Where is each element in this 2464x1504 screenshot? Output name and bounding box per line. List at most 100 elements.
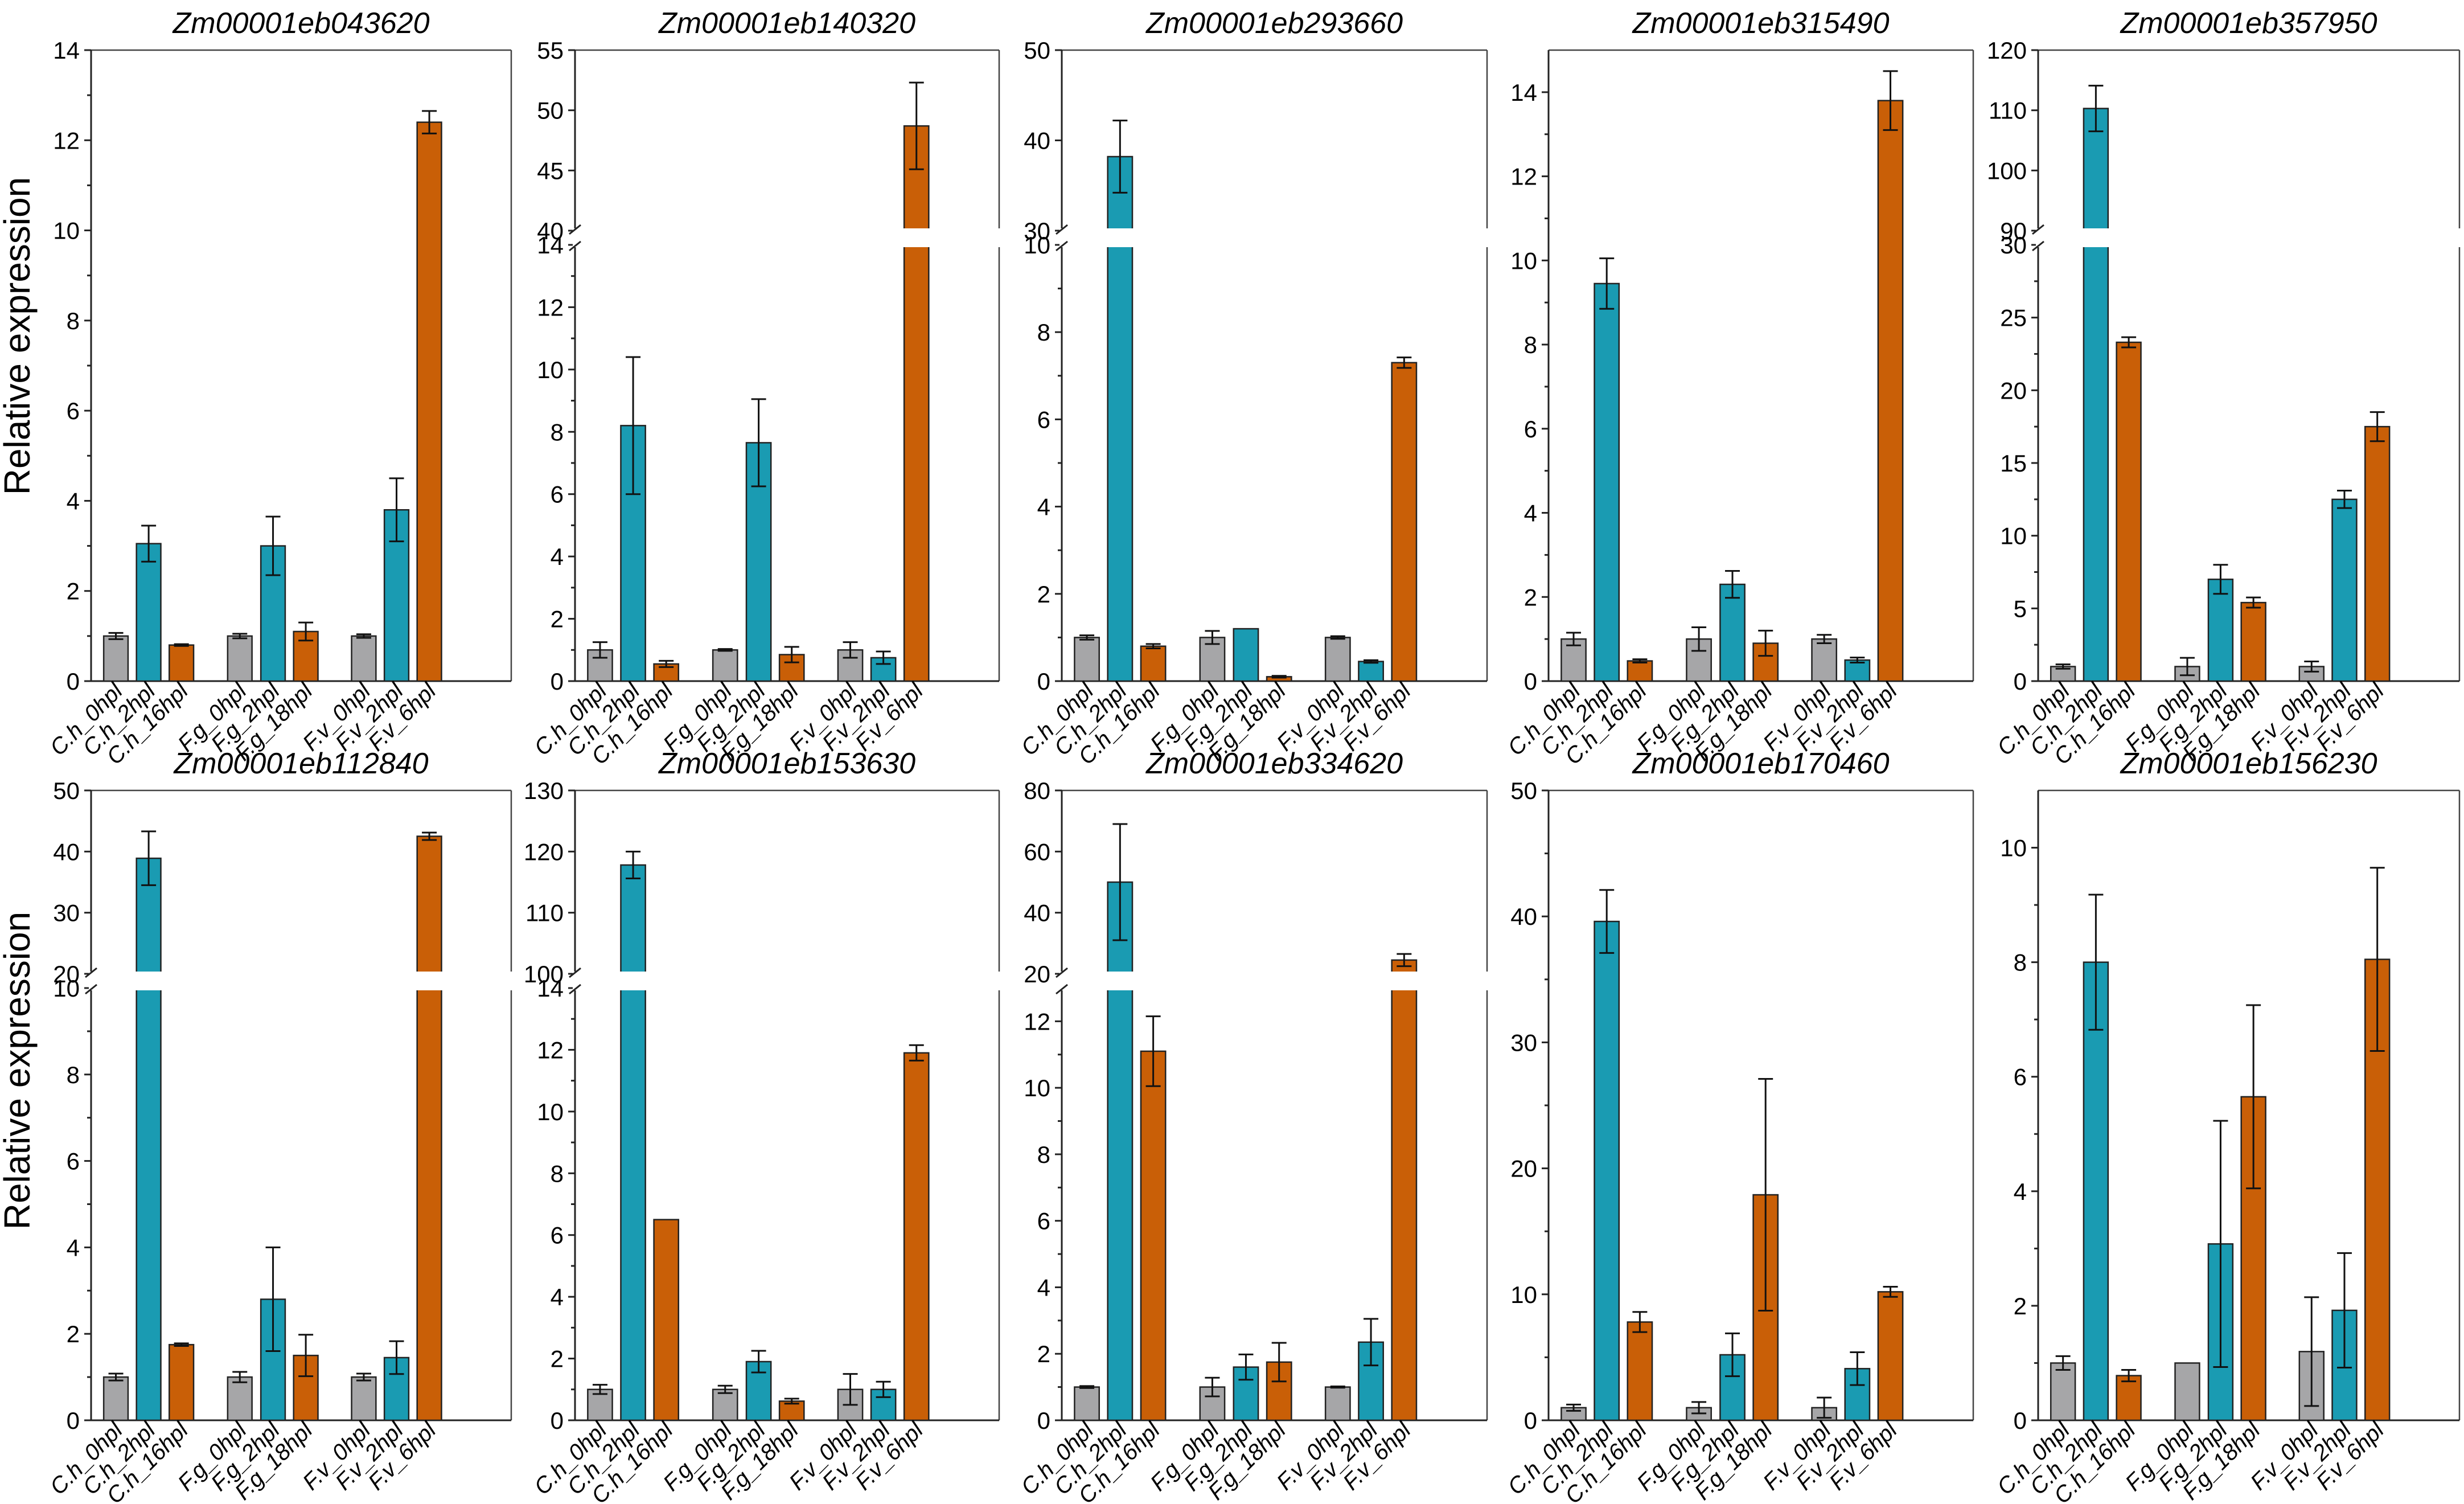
y-tick-label: 40 — [1510, 903, 1537, 930]
bar-C.h_16hpl — [2116, 341, 2142, 682]
y-tick-label-upper: 20 — [1024, 961, 1050, 987]
y-tick-label: 0 — [551, 668, 564, 695]
axis-break-mark — [569, 967, 581, 978]
chart-panel-7: Zm00001eb15363002468101214100110120130C.… — [524, 747, 1001, 1504]
y-tick-label: 25 — [2000, 305, 2027, 331]
chart-panel-9: Zm00001eb17046001020304050C.h_0hplC.h_2h… — [1503, 747, 1974, 1504]
bar-F.g_0hpl — [1686, 638, 1712, 682]
axis-break-gap — [1059, 972, 1489, 990]
y-tick-label-upper: 110 — [525, 900, 564, 927]
y-tick-label-upper: 100 — [1987, 157, 2027, 184]
y-tick-label: 6 — [67, 1148, 80, 1175]
y-tick-label-upper: 40 — [1024, 128, 1050, 154]
chart-panel-6: Zm00001eb112840024681020304050C.h_0hplC.… — [46, 747, 514, 1504]
y-tick-label: 0 — [67, 668, 80, 695]
chart-panel-5: Zm00001eb35795005101520253090100110120C.… — [1987, 7, 2462, 769]
bar-F.v_0hpl — [351, 635, 377, 682]
y-tick-label-upper: 120 — [1987, 37, 2027, 64]
chart-panel-4: Zm00001eb31549002468101214C.h_0hplC.h_2h… — [1503, 7, 1974, 769]
axis-break-mark — [569, 240, 581, 252]
bar-C.h_2hpl — [2083, 961, 2109, 1421]
bar-C.h_2hpl — [620, 864, 646, 1421]
y-tick-label: 0 — [2014, 668, 2027, 695]
axis-break-mark — [1056, 240, 1068, 252]
chart-panel-3: Zm00001eb2936600246810304050C.h_0hplC.h_… — [1016, 7, 1489, 769]
chart-title: Zm00001eb153630 — [658, 747, 915, 780]
axis-break-mark — [1056, 224, 1068, 235]
y-tick-label: 0 — [1037, 668, 1050, 695]
y-axis-label-row-2: Relative expression — [0, 912, 38, 1230]
y-tick-label: 2 — [551, 1346, 564, 1372]
y-tick-label-upper: 50 — [1024, 37, 1050, 64]
y-tick-label: 6 — [2014, 1064, 2027, 1091]
chart-title: Zm00001eb315490 — [1631, 7, 1889, 40]
chart-title: Zm00001eb156230 — [2119, 747, 2377, 780]
axis-break-gap — [2036, 228, 2462, 247]
y-tick-label: 6 — [1037, 406, 1050, 433]
y-tick-label-upper: 30 — [53, 900, 80, 927]
y-tick-label: 2 — [1524, 584, 1537, 610]
y-tick-label: 12 — [53, 127, 80, 154]
chart-title: Zm00001eb140320 — [658, 7, 915, 40]
axis-break-mark — [85, 983, 97, 995]
y-tick-label: 12 — [537, 1036, 564, 1063]
bar-F.g_2hpl — [2207, 579, 2234, 682]
y-tick-label: 4 — [67, 1234, 80, 1261]
y-tick-label: 8 — [1037, 1141, 1050, 1168]
chart-panel-10: Zm00001eb1562300246810C.h_0hplC.h_2hplC.… — [1993, 747, 2461, 1504]
y-tick-label-upper: 45 — [537, 157, 564, 184]
chart-title: Zm00001eb043620 — [171, 7, 429, 40]
chart-title: Zm00001eb170460 — [1631, 747, 1889, 780]
y-tick-label: 12 — [1024, 1008, 1050, 1035]
y-tick-label: 10 — [53, 218, 80, 244]
y-tick-label: 30 — [2000, 232, 2027, 259]
chart-title: Zm00001eb334620 — [1145, 747, 1403, 780]
y-tick-label: 14 — [53, 37, 80, 64]
axis-break-mark — [2032, 240, 2044, 252]
y-tick-label: 8 — [1524, 331, 1537, 358]
chart-panel-1: Zm00001eb04362002468101214C.h_0hplC.h_2h… — [46, 7, 512, 769]
y-tick-label: 8 — [551, 419, 564, 445]
bar-F.v_0hpl — [1811, 638, 1838, 682]
bar-F.g_2hpl — [745, 442, 772, 682]
y-tick-label-upper: 40 — [537, 218, 564, 244]
bar-F.v_0hpl — [351, 1376, 377, 1421]
bar-C.h_16hpl — [1140, 645, 1167, 682]
bar-C.h_2hpl — [1107, 881, 1134, 1421]
y-tick-label: 10 — [53, 975, 80, 1002]
bar-F.g_0hpl — [227, 635, 253, 682]
bar-F.g_0hpl — [227, 1376, 253, 1421]
y-tick-label-upper: 90 — [2000, 218, 2027, 244]
y-tick-label: 10 — [2000, 523, 2027, 550]
y-tick-label-upper: 120 — [524, 838, 564, 865]
y-tick-label: 0 — [67, 1407, 80, 1434]
y-tick-label: 2 — [67, 578, 80, 605]
y-tick-label: 8 — [1037, 319, 1050, 346]
y-tick-label: 6 — [551, 1222, 564, 1249]
y-tick-label-upper: 60 — [1024, 838, 1050, 865]
y-tick-label: 0 — [1524, 1407, 1537, 1434]
axis-break-mark — [1056, 967, 1068, 978]
y-tick-label: 10 — [537, 1099, 564, 1125]
axis-break-mark — [1056, 983, 1068, 995]
bar-C.h_0hpl — [1074, 637, 1100, 682]
y-tick-label: 20 — [1510, 1155, 1537, 1182]
bar-C.h_16hpl — [1627, 660, 1653, 682]
bar-F.g_18hpl — [2240, 601, 2266, 682]
y-tick-label: 10 — [1510, 1281, 1537, 1308]
bar-F.v_6hpl — [416, 835, 442, 1421]
y-tick-label: 14 — [537, 975, 564, 1002]
y-tick-label-upper: 40 — [1024, 900, 1050, 927]
bar-F.v_2hpl — [1358, 661, 1384, 682]
y-tick-label: 10 — [2000, 835, 2027, 862]
chart-title: Zm00001eb112840 — [173, 747, 428, 780]
y-tick-label: 8 — [67, 308, 80, 334]
y-tick-label: 10 — [1024, 1075, 1050, 1101]
bar-F.v_6hpl — [903, 1052, 930, 1421]
axis-break-gap — [573, 972, 1001, 990]
y-tick-label: 6 — [1524, 416, 1537, 442]
y-tick-label: 10 — [1024, 232, 1050, 259]
y-tick-label: 2 — [1037, 581, 1050, 608]
y-tick-label: 0 — [2014, 1407, 2027, 1434]
